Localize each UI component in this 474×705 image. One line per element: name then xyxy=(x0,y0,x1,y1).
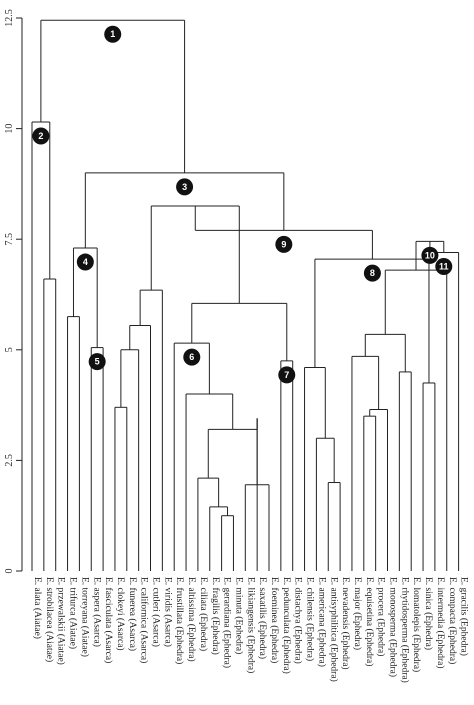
clade-marker xyxy=(435,257,453,275)
leaf-label: E. minuta (Ephedra) xyxy=(233,577,244,654)
leaf-label: E. lomatolepis (Ephedra) xyxy=(411,577,422,672)
clade-marker xyxy=(278,366,296,384)
clade-marker xyxy=(32,127,50,145)
leaf-label: E. torreyana (Aiatae) xyxy=(79,577,90,657)
leaf-label: E. ciliata (Ephedra) xyxy=(198,577,209,651)
axis-tick-label: 5 xyxy=(4,347,15,352)
leaf-label: E. alata (Aiatae) xyxy=(32,577,43,639)
clade-marker-label: 7 xyxy=(284,370,289,380)
leaf-label: E. cutleri (Asarca) xyxy=(151,577,162,647)
clade-marker-label: 2 xyxy=(38,131,43,141)
leaf-label: E. pedunculata (Ephedra) xyxy=(281,577,292,674)
clade-marker xyxy=(275,235,293,253)
leaf-label: E. przewalskii (Aiatae) xyxy=(56,577,67,665)
leaf-label: E. monosperma (Ephedra) xyxy=(388,577,399,677)
leaf-label: E. foeminea (Ephedra) xyxy=(269,577,280,663)
clade-marker-label: 10 xyxy=(425,250,435,260)
leaf-label: E. funerea (Asarca) xyxy=(127,577,138,651)
clade-marker-label: 6 xyxy=(189,352,194,362)
clade-marker-label: 9 xyxy=(281,239,286,249)
height-axis: 0 2.5 5 7.5 10 12.5 xyxy=(4,9,23,574)
clade-marker-label: 11 xyxy=(439,261,449,271)
clade-marker xyxy=(76,253,94,271)
leaf-label: E. intermedia (Ephedra) xyxy=(435,577,446,669)
clade-markers: 1 2 3 4 5 6 7 8 9 10 11 xyxy=(32,25,453,384)
clade-marker-label: 4 xyxy=(83,257,88,267)
leaf-label: E. major (Ephedra) xyxy=(352,577,363,650)
leaf-label: E. antisyphilitica (Ephedra) xyxy=(328,577,339,682)
leaf-label: E. fasciculata (Asarca) xyxy=(103,577,114,663)
clade-marker xyxy=(363,264,381,282)
leaf-label: E. rhytidosperma (Ephedra) xyxy=(399,577,410,683)
clade-marker-label: 3 xyxy=(182,182,187,192)
axis-tick-label: 0 xyxy=(4,569,15,574)
leaf-label: E. viridis (Asarca) xyxy=(162,577,173,647)
leaf-label: E. aspera (Asarca) xyxy=(91,577,102,647)
axis-tick-label: 10 xyxy=(4,124,15,134)
leaf-label: E. trifurca (Aiatae) xyxy=(68,577,79,649)
clade-marker xyxy=(176,178,194,196)
leaf-label: E. equisetina (Ephedra) xyxy=(364,577,375,666)
leaf-label: E. procera (Ephedra) xyxy=(376,577,387,656)
leaf-label: E. americana (Ephedra) xyxy=(316,577,327,667)
leaf-label: E. californica (Asarca) xyxy=(139,577,150,663)
clade-marker xyxy=(104,25,122,43)
leaf-label: E. gracilis (Ephedra) xyxy=(459,577,470,656)
leaf-label: E. gerardiana (Ephedra) xyxy=(222,577,233,668)
axis-tick-label: 12.5 xyxy=(4,9,15,27)
leaf-label: E. distachya (Ephedra) xyxy=(293,577,304,664)
leaf-label: E. nevadensis (Ephedra) xyxy=(340,577,351,670)
clade-marker-label: 5 xyxy=(95,357,100,367)
axis-tick-label: 2.5 xyxy=(4,454,15,467)
clade-marker xyxy=(421,246,439,264)
leaf-label: E. strobilacea (Aiatae) xyxy=(44,577,55,662)
leaf-labels: E. alata (Aiatae) E. strobilacea (Aiatae)… xyxy=(32,577,470,683)
clade-marker xyxy=(88,353,106,371)
leaf-label: E. sinica (Ephedra) xyxy=(423,577,434,650)
leaf-label: E. frustillata (Ephedra) xyxy=(174,577,185,664)
leaf-label: E. likiangensis (Ephedra) xyxy=(245,577,256,673)
clade-marker-label: 8 xyxy=(370,268,375,278)
clade-marker xyxy=(183,348,201,366)
leaf-label: E. altissima (Ephedra) xyxy=(186,577,197,662)
axis-tick-label: 7.5 xyxy=(4,233,15,246)
tree-branches xyxy=(31,19,460,571)
leaf-label: E. saxatilis (Ephedra) xyxy=(257,577,268,659)
leaf-label: E. clokeyi (Asarca) xyxy=(115,577,126,651)
clade-marker-label: 1 xyxy=(110,29,115,39)
leaf-label: E. chilensis (Ephedra) xyxy=(305,577,316,661)
leaf-label: E. fragilis (Ephedra) xyxy=(210,577,221,655)
leaf-label: E. compacta (Ephedra) xyxy=(447,577,458,664)
